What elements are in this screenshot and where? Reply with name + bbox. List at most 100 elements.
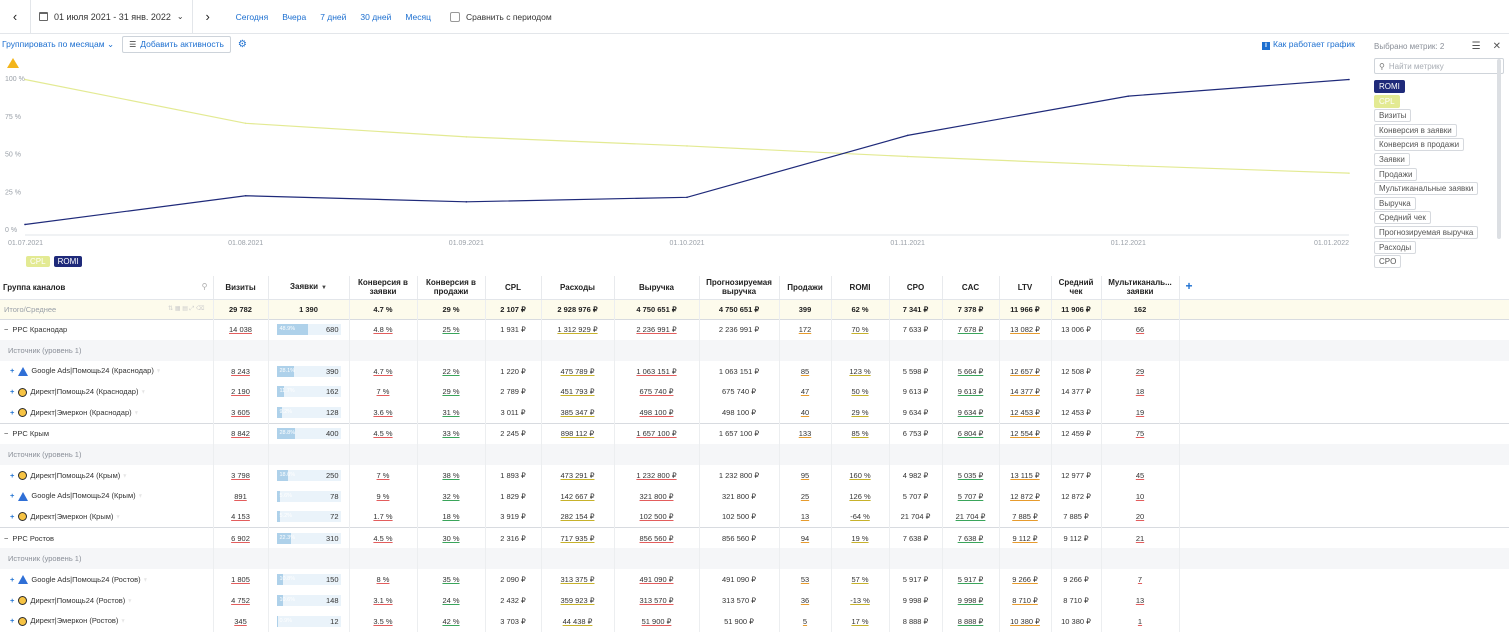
metric-value[interactable]: 856 560 ₽ — [639, 533, 674, 543]
column-header[interactable]: CPO — [889, 276, 943, 300]
metric-chip[interactable]: Средний чек — [1374, 211, 1431, 225]
metric-value[interactable]: 66 — [1135, 325, 1145, 335]
metric-value[interactable]: 10 380 ₽ — [1061, 616, 1091, 626]
metric-value[interactable]: 142 667 ₽ — [560, 491, 595, 501]
data-point-romi[interactable] — [24, 223, 26, 226]
metric-value[interactable]: 51 900 ₽ — [641, 616, 672, 626]
visits-value[interactable]: 8 243 — [231, 366, 250, 376]
expand-icon[interactable]: + — [10, 387, 15, 397]
metric-value[interactable]: 9 % — [376, 491, 390, 501]
metric-value[interactable]: 9 112 ₽ — [1063, 533, 1089, 543]
expand-icon[interactable]: + — [10, 470, 15, 480]
metric-value[interactable]: 51 900 ₽ — [724, 616, 754, 626]
metric-value[interactable]: 85 — [800, 366, 810, 376]
collapse-icon[interactable]: − — [4, 325, 9, 335]
preset-yesterday[interactable]: Вчера — [282, 11, 307, 22]
series-line-cpl[interactable] — [24, 78, 1350, 174]
leads-value[interactable]: 150 — [325, 575, 339, 585]
column-header[interactable]: Средний чек — [1051, 276, 1102, 300]
visits-value[interactable]: 4 752 — [231, 595, 250, 605]
table-row[interactable]: + Google Ads|Помощь24 (Ростов) ♆ 1 805 10.8%… — [0, 569, 1509, 590]
metric-value[interactable]: 47 — [800, 387, 810, 397]
add-column-icon[interactable]: + — [1185, 279, 1193, 294]
column-header[interactable]: Группа каналов ⚲ — [0, 276, 214, 300]
metric-value[interactable]: 24 % — [442, 595, 460, 605]
group-by-dropdown[interactable]: Группировать по месяцам ⌄ — [2, 38, 115, 49]
metric-value[interactable]: 9 634 ₽ — [902, 408, 929, 418]
metric-value[interactable]: 22 % — [442, 366, 460, 376]
leads-value[interactable]: 128 — [325, 408, 339, 418]
metric-value[interactable]: 313 375 ₽ — [560, 575, 595, 585]
metric-value[interactable]: 9 998 ₽ — [902, 595, 929, 605]
metric-value[interactable]: 3.1 % — [373, 595, 393, 605]
metric-value[interactable]: 5 917 ₽ — [902, 575, 929, 585]
metric-search-input[interactable]: ⚲ Найти метрику — [1374, 58, 1504, 74]
legend-cpl[interactable]: CPL — [26, 256, 50, 267]
thumbs-icon[interactable]: ♆ — [137, 493, 143, 501]
metric-value[interactable]: 44 438 ₽ — [562, 616, 593, 626]
collapse-icon[interactable]: − — [4, 429, 9, 439]
metric-value[interactable]: 38 % — [442, 470, 460, 480]
data-point-romi[interactable] — [244, 194, 247, 197]
column-header[interactable]: Конверсия в заявки — [349, 276, 418, 300]
metric-value[interactable]: 1 220 ₽ — [500, 366, 526, 376]
panel-scrollbar[interactable] — [1497, 59, 1501, 239]
metric-value[interactable]: 25 — [800, 491, 810, 501]
data-point-romi[interactable] — [465, 201, 468, 203]
metric-value[interactable]: 5 035 ₽ — [957, 470, 984, 480]
metric-value[interactable]: 1 931 ₽ — [500, 325, 526, 335]
metric-value[interactable]: 3 011 ₽ — [500, 408, 526, 418]
compare-checkbox[interactable] — [449, 11, 460, 22]
close-icon[interactable]: ✕ — [1492, 40, 1501, 52]
thumbs-icon[interactable]: ♆ — [115, 513, 121, 521]
metric-value[interactable]: 13 — [800, 512, 810, 522]
thumbs-icon[interactable]: ♆ — [127, 597, 133, 605]
metric-value[interactable]: 2 090 ₽ — [500, 575, 526, 585]
metric-value[interactable]: 13 082 ₽ — [1010, 325, 1040, 335]
metric-value[interactable]: 12 657 ₽ — [1010, 366, 1040, 376]
column-header[interactable]: Заявки ▼ — [268, 276, 350, 300]
metric-value[interactable]: 5 707 ₽ — [957, 491, 984, 501]
collapse-icon[interactable]: − — [4, 533, 9, 543]
metric-value[interactable]: 29 % — [851, 408, 869, 418]
metric-value[interactable]: 3.6 % — [373, 408, 393, 418]
table-row[interactable]: + Директ|Помощь24 (Краснодар) ♆ 2 190 11.7% 1… — [0, 381, 1509, 403]
search-icon[interactable]: ⚲ — [201, 282, 208, 291]
metric-value[interactable]: 1.7 % — [373, 512, 393, 522]
metric-value[interactable]: 3.5 % — [373, 616, 393, 626]
metric-value[interactable]: 2 316 ₽ — [500, 533, 526, 543]
metric-value[interactable]: 126 % — [849, 491, 871, 501]
metric-value[interactable]: 1 657 100 ₽ — [636, 429, 677, 439]
metric-value[interactable]: 8 888 ₽ — [957, 616, 984, 626]
metric-chip[interactable]: Прогнозируемая выручка — [1374, 225, 1479, 239]
visits-value[interactable]: 4 153 — [231, 512, 250, 522]
thumbs-icon[interactable]: ♆ — [155, 368, 162, 376]
metric-value[interactable]: -64 % — [850, 512, 870, 522]
group-row[interactable]: − PPC Крым 8 842 28.8% 400 4.5 % 33 % 2 245 ₽ 89… — [0, 422, 1509, 444]
leads-value[interactable]: 12 — [330, 616, 339, 626]
metric-value[interactable]: 7 638 ₽ — [957, 533, 984, 543]
expand-icon[interactable]: + — [10, 366, 15, 376]
metric-value[interactable]: 9 112 ₽ — [1012, 533, 1038, 543]
metric-value[interactable]: 13 006 ₽ — [1061, 325, 1091, 335]
preset-7-days[interactable]: 7 дней — [320, 11, 347, 22]
column-header[interactable]: CPL — [485, 276, 542, 300]
visits-value[interactable]: 2 190 — [231, 387, 250, 397]
metric-value[interactable]: 2 789 ₽ — [500, 387, 526, 397]
table-row[interactable]: + Google Ads|Помощь24 (Крым) ♆ 891 5.6% 78 9 %… — [0, 485, 1509, 507]
metric-value[interactable]: 1 063 151 ₽ — [718, 366, 760, 376]
column-header[interactable]: CAC — [942, 276, 1000, 300]
metric-value[interactable]: 9 634 ₽ — [957, 408, 984, 418]
metric-value[interactable]: 94 — [800, 533, 810, 543]
data-point-romi[interactable] — [1348, 78, 1350, 81]
compare-period-toggle[interactable]: Сравнить с периодом — [449, 11, 552, 22]
metric-chip[interactable]: Конверсия в заявки — [1374, 123, 1457, 137]
series-line-romi[interactable] — [24, 78, 1350, 226]
column-header[interactable]: Визиты — [213, 276, 269, 300]
leads-value[interactable]: 72 — [330, 512, 339, 522]
expand-icon[interactable]: + — [10, 407, 15, 417]
thumbs-icon[interactable]: ♆ — [122, 472, 128, 480]
metric-value[interactable]: 9 998 ₽ — [957, 595, 984, 605]
metric-value[interactable]: 4 982 ₽ — [902, 470, 929, 480]
metric-value[interactable]: 14 377 ₽ — [1061, 387, 1091, 397]
